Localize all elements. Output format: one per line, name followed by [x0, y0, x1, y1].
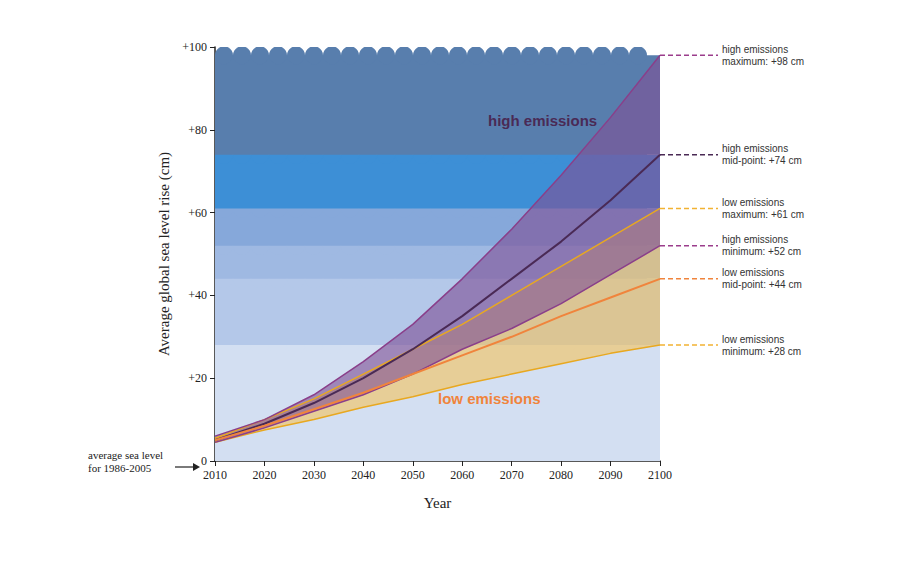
svg-text:2030: 2030 — [302, 468, 326, 482]
svg-text:2090: 2090 — [599, 468, 623, 482]
svg-text:for 1986-2005: for 1986-2005 — [88, 462, 152, 474]
svg-text:+60: +60 — [188, 206, 207, 220]
svg-text:2040: 2040 — [351, 468, 375, 482]
svg-text:+80: +80 — [188, 123, 207, 137]
svg-text:2020: 2020 — [252, 468, 276, 482]
svg-text:+100: +100 — [182, 40, 207, 54]
svg-text:high emissions: high emissions — [722, 44, 788, 55]
svg-text:minimum: +28 cm: minimum: +28 cm — [722, 346, 801, 357]
svg-text:low emissions: low emissions — [722, 267, 784, 278]
svg-text:2100: 2100 — [648, 468, 672, 482]
svg-text:high emissions: high emissions — [488, 112, 597, 129]
svg-text:2010: 2010 — [203, 468, 227, 482]
svg-text:Average global sea level rise: Average global sea level rise (cm) — [156, 152, 173, 356]
svg-text:low emissions: low emissions — [438, 390, 541, 407]
svg-text:2050: 2050 — [401, 468, 425, 482]
svg-text:low emissions: low emissions — [722, 334, 784, 345]
svg-text:minimum: +52 cm: minimum: +52 cm — [722, 246, 801, 257]
svg-text:average sea level: average sea level — [88, 449, 163, 461]
svg-text:2080: 2080 — [549, 468, 573, 482]
svg-text:0: 0 — [201, 454, 207, 468]
svg-text:high emissions: high emissions — [722, 143, 788, 154]
svg-text:maximum: +61 cm: maximum: +61 cm — [722, 209, 804, 220]
svg-text:+20: +20 — [188, 371, 207, 385]
svg-text:maximum: +98 cm: maximum: +98 cm — [722, 56, 804, 67]
svg-text:mid-point: +44 cm: mid-point: +44 cm — [722, 279, 802, 290]
svg-text:2060: 2060 — [450, 468, 474, 482]
svg-text:low emissions: low emissions — [722, 197, 784, 208]
svg-text:Year: Year — [424, 495, 452, 511]
svg-text:2070: 2070 — [500, 468, 524, 482]
svg-text:high emissions: high emissions — [722, 234, 788, 245]
svg-text:mid-point: +74 cm: mid-point: +74 cm — [722, 155, 802, 166]
svg-text:+40: +40 — [188, 288, 207, 302]
